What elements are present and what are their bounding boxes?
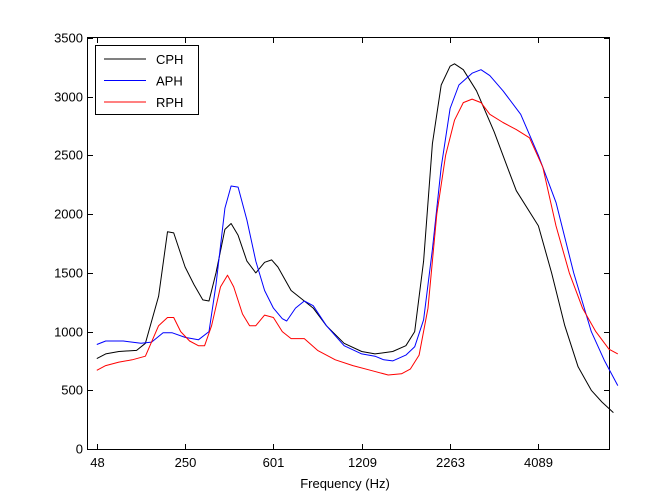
y-tick-label: 2000 <box>54 207 83 222</box>
series-line-aph <box>96 69 619 386</box>
y-tick-label: 1500 <box>54 266 83 281</box>
y-axis: 0 500 1000 1500 2000 2500 3000 3500 <box>54 31 609 457</box>
series-layer <box>96 63 619 413</box>
series-line-cph <box>96 63 614 413</box>
legend: CPH APH RPH <box>95 45 199 115</box>
x-tick-label: 1209 <box>348 455 377 470</box>
legend-label-rph: RPH <box>156 95 183 110</box>
y-tick-label: 1000 <box>54 325 83 340</box>
x-tick-label: 48 <box>90 455 104 470</box>
legend-label-aph: APH <box>156 74 183 89</box>
x-axis-label: Frequency (Hz) <box>300 476 390 491</box>
legend-label-cph: CPH <box>156 52 183 67</box>
y-tick-label: 3000 <box>54 90 83 105</box>
y-tick-label: 3500 <box>54 31 83 46</box>
x-tick-label: 250 <box>175 455 197 470</box>
series-line-rph <box>96 98 619 376</box>
x-tick-label: 2263 <box>436 455 465 470</box>
y-tick-label: 500 <box>61 383 83 398</box>
x-tick-label: 601 <box>263 455 285 470</box>
x-axis: 48 250 601 1209 2263 4089 <box>90 38 553 470</box>
x-tick-label: 4089 <box>524 455 553 470</box>
y-tick-label: 0 <box>76 442 83 457</box>
y-tick-label: 2500 <box>54 148 83 163</box>
